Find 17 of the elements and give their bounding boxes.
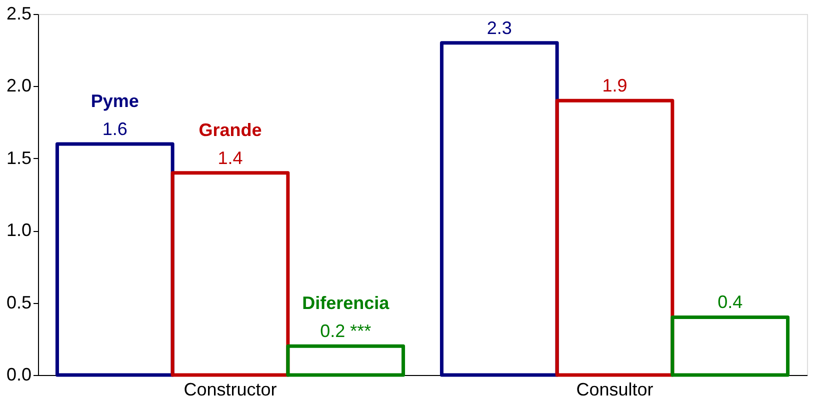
y-tick-label: 1.0 [6,220,32,240]
series-label: Pyme [90,90,139,111]
y-tick-label: 0.0 [6,364,32,384]
x-tick-label: Consultor [576,380,654,400]
series-label: Diferencia [302,293,390,314]
data-label: 1.4 [218,148,243,168]
series-label: Grande [198,120,262,140]
x-tick-label: Constructor [184,380,277,400]
data-label: 1.6 [102,118,128,139]
y-tick-label: 0.5 [6,292,32,312]
data-label: 1.9 [602,76,628,96]
data-label: 0.4 [718,292,743,312]
y-tick-label: 2.0 [6,76,32,96]
data-label: 2.3 [486,18,512,38]
data-label: 0.2 *** [320,321,372,342]
y-tick-label: 1.5 [6,148,32,168]
y-tick-label: 2.5 [6,4,32,24]
